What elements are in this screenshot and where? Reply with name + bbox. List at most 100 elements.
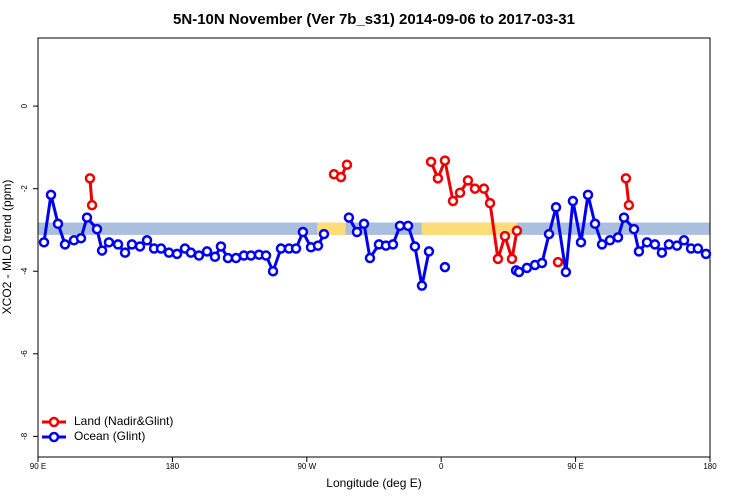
data-point [552,256,564,268]
data-point [439,261,451,273]
data-point [119,247,131,258]
data-point [623,199,635,211]
data-point [364,252,376,264]
data-point [38,237,50,248]
data-point [155,243,167,254]
data-point [560,266,572,278]
x-tick-label: 180 [703,462,717,471]
data-point [86,199,98,211]
data-point [185,247,197,258]
x-tick-label: 90 E [30,462,46,471]
data-point [447,195,459,207]
data-point [163,247,175,258]
data-point [358,218,370,230]
y-tick-label: -6 [20,350,29,358]
data-point [432,173,444,184]
band [38,222,710,235]
data-point [126,239,138,250]
x-tick-label: 90 E [567,462,583,471]
data-point [52,218,64,230]
data-point [260,250,272,261]
y-tick-label: -2 [20,185,29,193]
x-tick-label: 90 W [297,462,316,471]
data-point [469,183,481,194]
data-point [209,251,221,263]
data-point [567,195,579,207]
data-point [656,247,668,258]
data-point [134,241,146,252]
data-point [628,223,640,235]
data-point [462,175,474,186]
data-point [75,232,87,244]
data-point [604,235,616,246]
data-point [439,155,451,166]
y-tick-label: 0 [20,103,29,108]
data-point [275,243,287,254]
data-point [425,156,437,168]
data-point [297,226,309,238]
data-point [222,252,234,264]
x-tick-label: 0 [439,462,444,471]
data-point [290,243,302,254]
data-point [612,232,624,243]
data-point [402,220,414,232]
data-point [416,280,428,291]
data-point [45,189,57,201]
data-point [91,223,103,235]
data-point [343,212,355,223]
data-point [215,241,227,252]
data-point [671,240,683,251]
data-point [692,243,704,254]
data-point [454,187,466,199]
data-point [506,253,518,265]
legend-marker [48,416,60,428]
data-point [335,171,347,183]
data-point [700,248,712,260]
data-point [318,228,330,240]
data-point [201,246,213,257]
y-tick-label: -4 [20,267,29,275]
x-tick-label: 180 [166,462,180,471]
data-point [112,239,124,250]
data-point [103,237,115,248]
data-point [620,173,632,184]
data-point [678,235,690,246]
data-point [649,239,661,250]
data-point [84,173,96,184]
data-point [521,262,533,274]
data-point [141,235,153,246]
data-point [575,237,587,248]
data-point [499,230,511,242]
data-point [511,225,523,237]
data-point [81,212,93,223]
y-tick-label: -8 [20,432,29,440]
data-point [536,257,548,269]
chart-title: 5N-10N November (Ver 7b_s31) 2014-09-06 … [173,11,575,28]
data-point [633,246,645,257]
data-point [478,183,490,194]
legend-label: Land (Nadir&Glint) [74,414,173,428]
data-point [663,239,675,250]
data-point [618,212,630,223]
data-point [423,246,435,257]
data-point [387,239,399,250]
data-point [341,159,353,170]
data-point [193,250,205,261]
data-point [394,220,406,232]
data-point [59,239,71,250]
data-point [351,226,363,238]
data-point [582,189,594,201]
data-point [245,250,257,261]
data-point [312,240,324,251]
data-point [492,253,504,265]
data-point [267,265,279,277]
data-point [550,202,562,213]
data-point [596,239,608,250]
data-point [484,197,496,209]
y-axis-label: XCO2 - MLO trend (ppm) [0,180,14,315]
x-axis-label: Longitude (deg E) [326,476,421,490]
legend-label: Ocean (Glint) [74,429,145,443]
data-point [96,245,108,256]
data-point [409,241,421,252]
